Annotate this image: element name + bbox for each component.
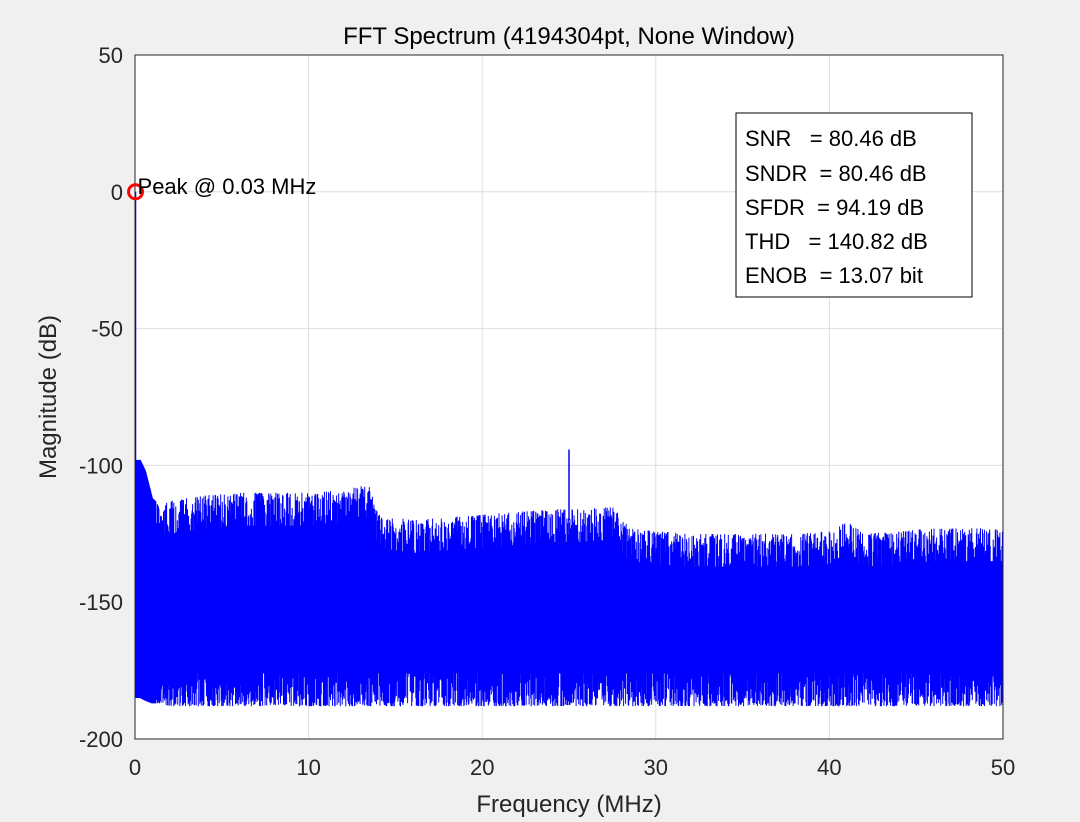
y-tick-label: -200 (79, 727, 123, 752)
x-tick-label: 0 (129, 755, 141, 780)
x-tick-label: 30 (644, 755, 668, 780)
y-axis-label: Magnitude (dB) (35, 315, 62, 479)
dc-hump (135, 459, 157, 704)
metric-snr: SNR = 80.46 dB (745, 126, 917, 151)
plot-frame (134, 54, 1004, 740)
y-tick-label: 0 (111, 180, 123, 205)
metric-thd: THD = 140.82 dB (745, 229, 928, 254)
x-tick-label: 10 (296, 755, 320, 780)
x-axis-label: Frequency (MHz) (476, 791, 661, 818)
chart-title: FFT Spectrum (4194304pt, None Window) (343, 23, 795, 50)
x-tick-label: 50 (991, 755, 1015, 780)
y-tick-labels: 50 0 -50 -100 -150 -200 (79, 43, 123, 752)
metric-sndr: SNDR = 80.46 dB (745, 161, 927, 186)
peak-annotation: Peak @ 0.03 MHz (138, 174, 317, 199)
y-tick-label: -150 (79, 590, 123, 615)
metric-sfdr: SFDR = 94.19 dB (745, 195, 924, 220)
metrics-box-frame (735, 112, 973, 298)
x-tick-label: 20 (470, 755, 494, 780)
peak-marker-group: Peak @ 0.03 MHz (127, 174, 317, 201)
metric-enob: ENOB = 13.07 bit (745, 263, 923, 288)
y-tick-label: -50 (91, 317, 123, 342)
x-tick-labels: 0 10 20 30 40 50 (129, 755, 1015, 780)
y-tick-label: -100 (79, 453, 123, 478)
metrics-box: SNR = 80.46 dB SNDR = 80.46 dB SFDR = 94… (735, 112, 973, 298)
spectrum-series (134, 191, 1004, 707)
peak-marker (127, 183, 145, 201)
y-tick-label: 50 (99, 43, 123, 68)
x-tick-label: 40 (817, 755, 841, 780)
